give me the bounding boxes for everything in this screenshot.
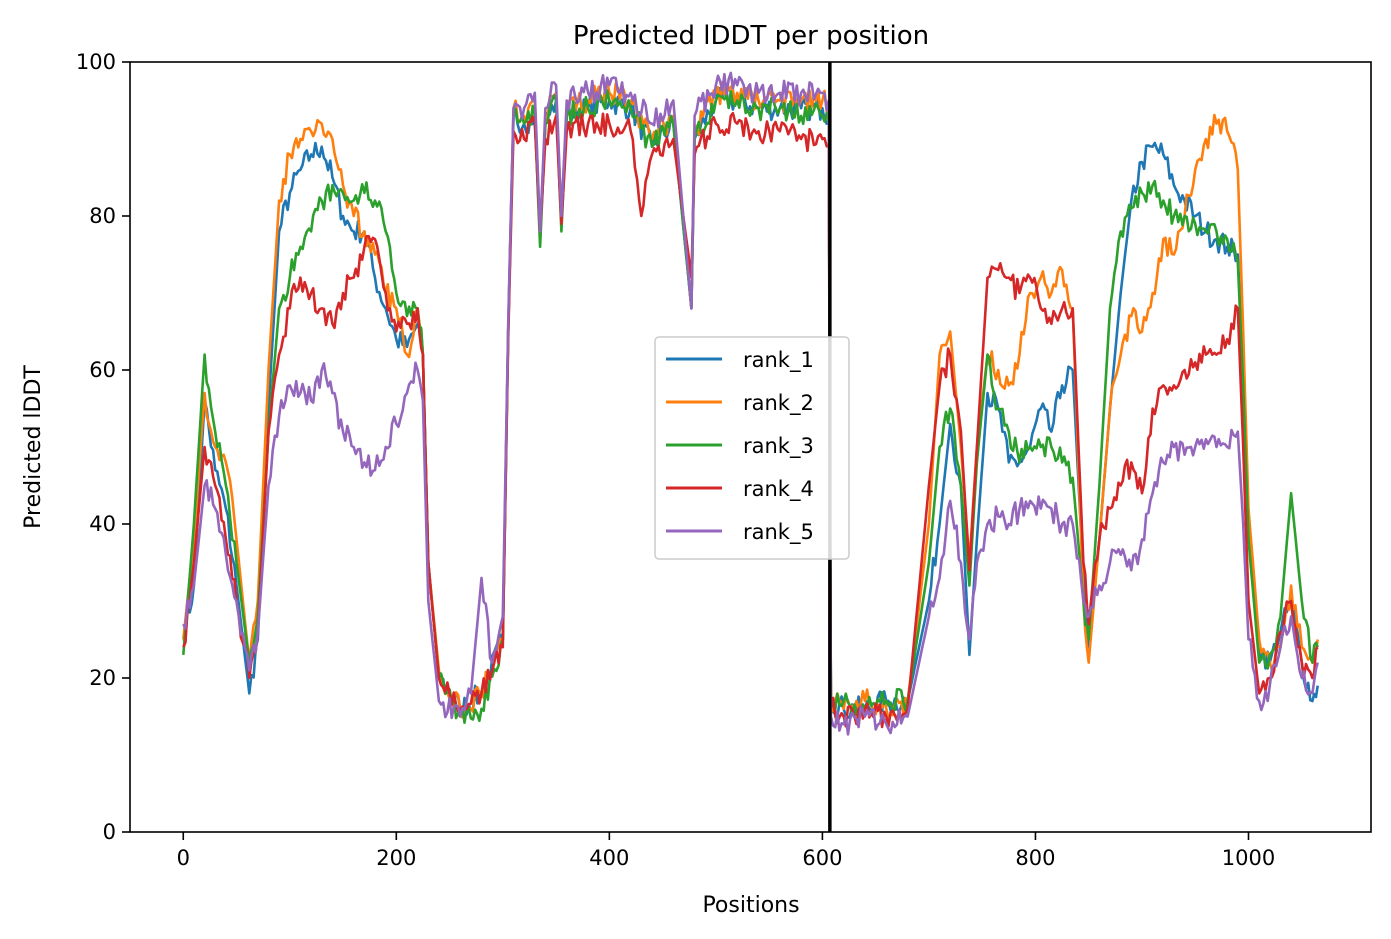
y-tick-label: 60 (89, 358, 116, 382)
y-axis-title: Predicted lDDT (21, 365, 46, 529)
y-tick-label: 80 (89, 204, 116, 228)
x-tick-label: 400 (589, 846, 629, 870)
x-tick-label: 0 (177, 846, 190, 870)
legend-label-rank-4: rank_4 (743, 477, 814, 502)
chart-title: Predicted lDDT per position (573, 21, 929, 51)
plot-frame (129, 61, 1372, 833)
y-tick-label: 20 (89, 666, 116, 690)
x-axis: 0 200 400 600 800 1000 (177, 832, 1275, 870)
legend: rank_1 rank_2 rank_3 rank_4 rank_5 (654, 336, 850, 560)
y-tick-label: 40 (89, 512, 116, 536)
y-axis: 0 20 40 60 80 100 (76, 50, 130, 844)
y-tick-label: 100 (76, 50, 116, 74)
series-line-rank-5 (182, 71, 1319, 736)
legend-label-rank-3: rank_3 (743, 434, 814, 459)
x-axis-title: Positions (702, 893, 799, 918)
x-tick-label: 200 (376, 846, 416, 870)
x-tick-label: 800 (1015, 846, 1055, 870)
series-line-rank-4 (182, 111, 1319, 729)
series-line-rank-2 (182, 81, 1319, 721)
y-tick-label: 0 (103, 820, 116, 844)
plot-lines (182, 71, 1319, 736)
x-tick-label: 1000 (1222, 846, 1275, 870)
legend-label-rank-1: rank_1 (743, 348, 814, 373)
series-line-rank-3 (182, 89, 1319, 724)
legend-label-rank-2: rank_2 (743, 391, 814, 416)
legend-box (654, 336, 850, 560)
legend-label-rank-5: rank_5 (743, 520, 814, 545)
x-tick-label: 600 (802, 846, 842, 870)
